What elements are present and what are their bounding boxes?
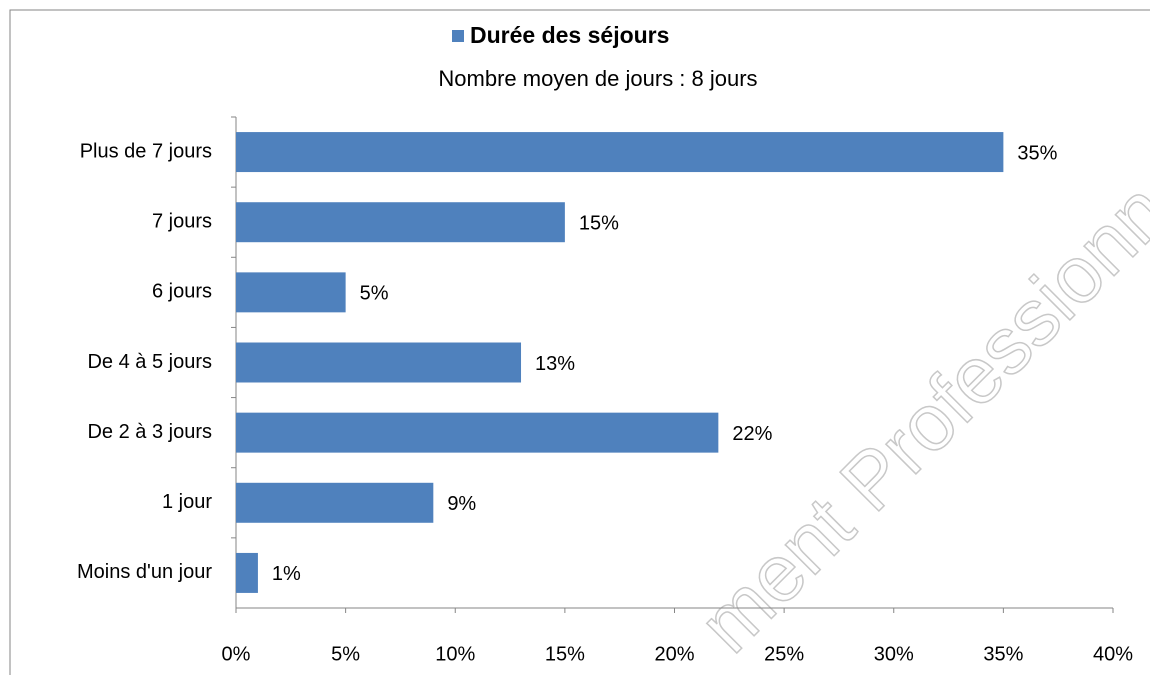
bar (236, 202, 565, 243)
y-tick-label: De 4 à 5 jours (87, 351, 212, 373)
x-tick-label: 20% (654, 643, 694, 665)
x-tick-label: 30% (874, 643, 914, 665)
data-label: 22% (732, 423, 772, 445)
data-label: 35% (1017, 142, 1057, 164)
bar (236, 412, 719, 453)
chart-frame (9, 9, 1150, 675)
data-label: 1% (272, 563, 301, 585)
y-tick-label: 6 jours (152, 281, 212, 303)
bar (236, 482, 434, 523)
x-tick-label: 25% (764, 643, 804, 665)
x-tick-label: 40% (1093, 643, 1133, 665)
data-label: 9% (447, 493, 476, 515)
data-label: 5% (360, 283, 389, 305)
x-tick-label: 35% (983, 643, 1023, 665)
y-tick-label: Plus de 7 jours (80, 140, 212, 162)
y-tick-label: 1 jour (162, 491, 212, 513)
chart-subtitle: Nombre moyen de jours : 8 jours (438, 66, 757, 91)
bar (236, 272, 346, 313)
y-tick-label: 7 jours (152, 210, 212, 232)
x-tick-label: 15% (545, 643, 585, 665)
data-label: 15% (579, 212, 619, 234)
legend-swatch (452, 30, 464, 42)
x-tick-label: 10% (435, 643, 475, 665)
watermark: ment Professionnel (682, 122, 1150, 669)
x-tick-label: 5% (331, 643, 360, 665)
y-tick-label: De 2 à 3 jours (87, 421, 212, 443)
bar (236, 552, 258, 593)
x-tick-label: 0% (222, 643, 251, 665)
bar (236, 132, 1004, 173)
legend-label: Durée des séjours (470, 22, 669, 48)
data-label: 13% (535, 353, 575, 375)
y-tick-label: Moins d'un jour (77, 561, 212, 583)
bar (236, 342, 522, 383)
